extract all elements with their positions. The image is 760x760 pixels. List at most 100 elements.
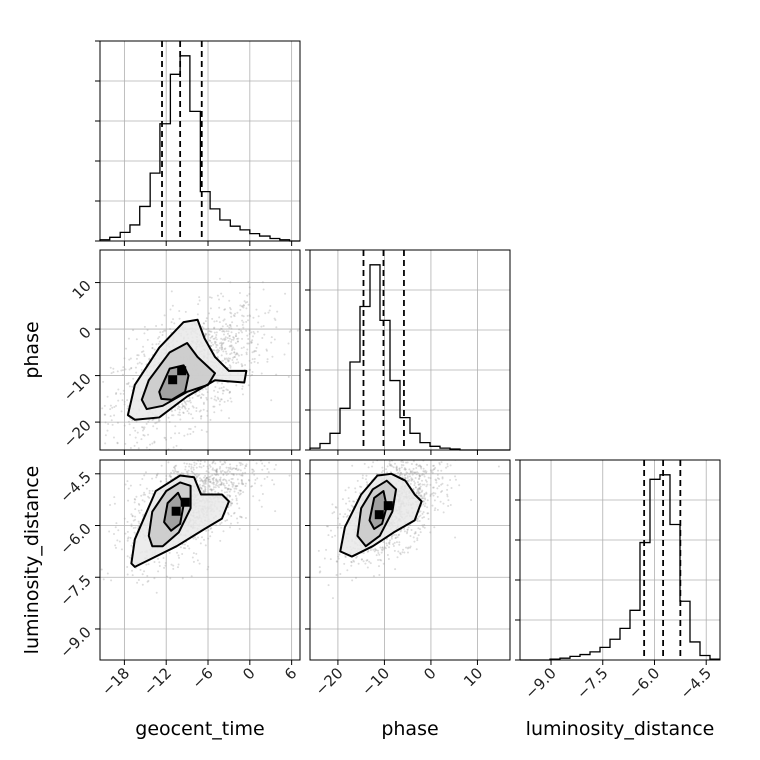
- scatter-point: [187, 456, 189, 458]
- scatter-point: [109, 503, 112, 506]
- scatter-point: [226, 494, 229, 497]
- scatter-point: [331, 503, 334, 506]
- scatter-point: [120, 548, 123, 551]
- left-axis-labels: phase luminosity_distance: [21, 321, 43, 654]
- scatter-point: [166, 575, 169, 578]
- scatter-point: [410, 478, 413, 481]
- scatter-point: [351, 505, 354, 508]
- scatter-point: [410, 477, 413, 480]
- scatter-point: [126, 537, 129, 540]
- scatter-point: [212, 456, 214, 458]
- scatter-point: [240, 365, 243, 368]
- scatter-point: [393, 549, 396, 552]
- scatter-point: [236, 484, 239, 487]
- scatter-point: [408, 478, 411, 481]
- scatter-point: [399, 530, 402, 533]
- scatter-point: [170, 563, 173, 566]
- scatter-point: [221, 325, 224, 328]
- scatter-point: [241, 385, 244, 388]
- scatter-point: [372, 575, 375, 578]
- scatter-point: [158, 335, 161, 338]
- scatter-point: [213, 327, 216, 330]
- scatter-point: [238, 507, 241, 510]
- scatter-point: [222, 386, 225, 389]
- scatter-point: [234, 353, 237, 356]
- scatter-point: [220, 344, 223, 347]
- scatter-point: [223, 400, 226, 403]
- x-tick-label: 10: [460, 664, 486, 690]
- scatter-point: [261, 492, 264, 495]
- scatter-point: [170, 475, 173, 478]
- scatter-point: [406, 461, 409, 464]
- y-tick-label: 10: [69, 277, 95, 303]
- scatter-point: [76, 411, 78, 413]
- scatter-point: [446, 495, 449, 498]
- scatter-point: [427, 517, 430, 520]
- scatter-point: [159, 480, 162, 483]
- scatter-point: [199, 480, 202, 483]
- scatter-point: [426, 499, 429, 502]
- scatter-point: [220, 342, 223, 345]
- scatter-point: [269, 305, 272, 308]
- scatter-point: [231, 473, 234, 476]
- scatter-point: [229, 344, 232, 347]
- scatter-point: [449, 479, 452, 482]
- scatter-point: [110, 579, 113, 582]
- scatter-point: [432, 454, 434, 456]
- scatter-point: [220, 292, 223, 295]
- scatter-point: [417, 534, 420, 537]
- scatter-point: [396, 556, 399, 559]
- scatter-point: [438, 477, 441, 480]
- scatter-point: [189, 401, 192, 404]
- scatter-point: [366, 559, 369, 562]
- scatter-point: [420, 467, 423, 470]
- scatter-point: [230, 515, 233, 518]
- scatter-point: [260, 484, 263, 487]
- scatter-point: [164, 329, 167, 332]
- scatter-point: [128, 423, 131, 426]
- scatter-point: [112, 371, 115, 374]
- scatter-point: [210, 330, 213, 333]
- scatter-point: [236, 324, 239, 327]
- scatter-point: [146, 329, 149, 332]
- scatter-point: [117, 399, 120, 402]
- scatter-point: [275, 373, 278, 376]
- scatter-point: [247, 319, 250, 322]
- scatter-point: [200, 478, 203, 481]
- scatter-point: [304, 294, 306, 296]
- scatter-point: [185, 403, 188, 406]
- scatter-point: [381, 546, 384, 549]
- scatter-point: [143, 474, 146, 477]
- scatter-point: [202, 403, 205, 406]
- scatter-point: [203, 460, 206, 463]
- scatter-point: [227, 357, 230, 360]
- scatter-point: [220, 354, 223, 357]
- scatter-point: [125, 382, 128, 385]
- scatter-point: [267, 471, 270, 474]
- scatter-point: [215, 469, 218, 472]
- scatter-point: [230, 331, 233, 334]
- scatter-point: [212, 337, 215, 340]
- scatter-point: [207, 327, 210, 330]
- scatter-point: [172, 564, 175, 567]
- scatter-point: [426, 463, 429, 466]
- scatter-point: [124, 483, 127, 486]
- scatter-point: [423, 526, 426, 529]
- scatter-point: [116, 441, 119, 444]
- scatter-point: [233, 490, 236, 493]
- scatter-point: [409, 470, 412, 473]
- scatter-point: [48, 430, 50, 432]
- x-tick-label: −20: [312, 664, 347, 699]
- scatter-point: [261, 462, 264, 465]
- scatter-point: [412, 467, 415, 470]
- scatter-point: [143, 434, 146, 437]
- scatter-point: [223, 318, 226, 321]
- scatter-point: [128, 385, 131, 388]
- scatter-point: [231, 498, 234, 501]
- scatter-point: [143, 491, 146, 494]
- scatter-point: [130, 513, 133, 516]
- scatter-point: [270, 399, 273, 402]
- scatter-point: [223, 491, 226, 494]
- scatter-point: [231, 485, 234, 488]
- scatter-point: [288, 330, 291, 333]
